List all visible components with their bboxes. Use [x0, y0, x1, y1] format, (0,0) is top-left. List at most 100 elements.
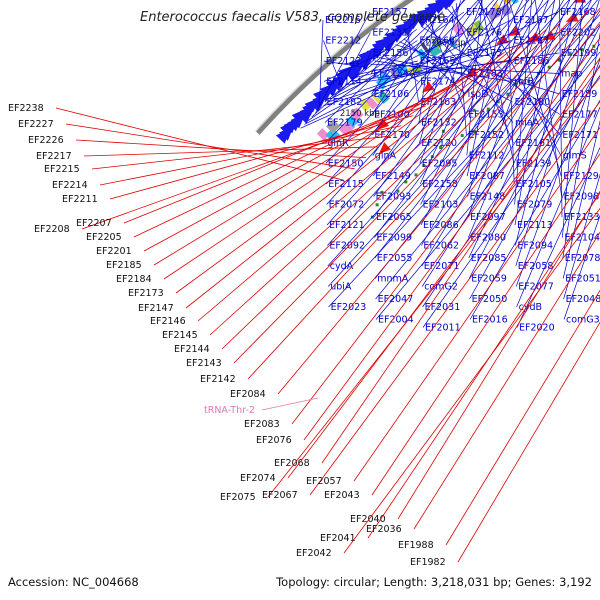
label-leader-line: [514, 0, 532, 205]
forward-gene-label: glnR: [327, 138, 349, 149]
reverse-gene-label: EF2083: [244, 419, 280, 430]
forward-gene-label: EF2094: [517, 241, 553, 252]
label-leader-line: [143, 77, 465, 252]
reverse-gene-label: EF2144: [174, 344, 210, 355]
reverse-gene-arrow: [378, 142, 391, 154]
forward-gene-label: EF2087: [469, 171, 505, 182]
label-leader-line: [325, 0, 466, 144]
forward-gene-track: [275, 0, 456, 144]
forward-gene-label: EF2132: [421, 118, 457, 129]
label-leader-line: [371, 153, 600, 496]
forward-gene-label: EF2166: [419, 36, 455, 47]
label-leader-line: [467, 0, 549, 218]
reverse-gene-label: EF2057: [306, 476, 342, 487]
reverse-gene-label: EF2076: [256, 435, 292, 446]
feature-block: [371, 93, 381, 104]
label-leader-line: [516, 106, 600, 308]
rna-mark: [396, 189, 400, 193]
forward-gene-label: EF2093: [376, 192, 412, 203]
label-leader-line: [534, 0, 562, 197]
label-leader-line: [374, 60, 513, 82]
rna-mark: [441, 129, 445, 133]
forward-gene-label: EF2104: [564, 233, 600, 244]
label-leader-line: [457, 321, 600, 563]
feature-block: [389, 66, 403, 80]
forward-gene-label: EF2072: [329, 200, 365, 211]
label-leader-line: [197, 36, 533, 322]
forward-gene-label: EF2212: [325, 36, 361, 47]
label-leader-line: [374, 0, 598, 279]
reverse-gene-label: EF2074: [240, 473, 276, 484]
label-leader-line: [514, 0, 555, 226]
forward-gene-label: EF2164: [419, 15, 455, 26]
label-leader-line: [421, 0, 564, 246]
label-leader-line: [55, 107, 344, 181]
forward-gene-label: EF2016: [472, 315, 508, 326]
label-leader-line: [300, 11, 559, 129]
forward-gene-label: EF2202: [560, 28, 596, 39]
forward-gene-label: EF2103: [423, 200, 459, 211]
forward-gene-label: EF2112: [469, 151, 505, 162]
forward-gene-label: EF2099: [376, 233, 412, 244]
label-leader-line: [508, 0, 562, 177]
forward-gene-label: EF2105: [516, 179, 552, 190]
label-leader-line: [367, 192, 600, 539]
label-leader-line: [209, 29, 547, 336]
reverse-gene-label: EF1982: [410, 557, 446, 568]
label-leader-line: [99, 125, 402, 186]
forward-gene-label: EF2156: [373, 48, 409, 59]
label-leader-line: [419, 0, 503, 185]
reverse-gene-label: EF2145: [162, 330, 198, 341]
forward-gene-label: EF2182: [327, 97, 363, 108]
forward-gene-label: ispD: [468, 89, 489, 100]
rna-mark: [422, 164, 426, 168]
label-leader-line: [515, 58, 600, 287]
label-leader-line: [407, 35, 419, 103]
label-leader-line: [75, 139, 366, 159]
feature-block: [326, 119, 341, 134]
reverse-gene-arrow: [422, 81, 435, 93]
reverse-gene-label: EF2075: [220, 492, 256, 503]
reverse-gene-label: EF2205: [86, 232, 122, 243]
label-leader-line: [267, 76, 600, 498]
forward-gene-label: EF2095: [422, 159, 458, 170]
rna-mark: [486, 107, 490, 111]
forward-gene-label: EF2047: [378, 294, 414, 305]
label-leader-line: [562, 119, 600, 279]
forward-gene-label: EF2148: [470, 192, 506, 203]
label-leader-line: [371, 14, 439, 115]
forward-gene-label: cydA: [330, 261, 354, 272]
reverse-gene-label: EF2227: [18, 119, 54, 130]
label-leader-line: [374, 0, 577, 259]
reverse-gene-label: EF2185: [106, 260, 142, 271]
reverse-gene-label: EF2143: [186, 358, 222, 369]
label-leader-line: [371, 32, 413, 95]
label-leader-line: [163, 60, 492, 280]
reverse-gene-label: EF2215: [44, 164, 80, 175]
forward-label-group: EF2168EF2167EF2178EF2164EF2157EF2216EF22…: [300, 0, 600, 334]
rna-mark: [472, 108, 476, 112]
label-leader-line: [375, 51, 600, 320]
genome-backbone-highlight: [254, 0, 406, 132]
label-leader-line: [327, 0, 592, 287]
label-leader-line: [309, 100, 600, 496]
forward-gene-label: EF2065: [376, 212, 412, 223]
forward-gene-label: EF2085: [471, 253, 507, 264]
label-leader-line: [562, 31, 600, 259]
forward-gene-label: EF2098: [564, 192, 600, 203]
forward-gene-label: EF2158: [422, 179, 458, 190]
reverse-gene-label: EF2040: [350, 514, 386, 525]
forward-gene-label: EF2199: [561, 48, 597, 59]
reverse-gene-arrow: [527, 32, 541, 43]
label-leader-line: [374, 0, 556, 238]
rna-mark: [404, 180, 408, 184]
reverse-gene-label: EF2201: [96, 246, 132, 257]
label-leader-line: [327, 0, 570, 267]
reverse-gene-label: EF2068: [274, 458, 310, 469]
forward-gene-label: glmS: [563, 151, 587, 162]
label-leader-line: [507, 0, 515, 185]
feature-block: [499, 3, 513, 17]
forward-gene-label: map: [561, 69, 582, 80]
label-leader-line: [315, 11, 371, 114]
map-title: Enterococcus faecalis V583, complete gen…: [140, 10, 446, 25]
